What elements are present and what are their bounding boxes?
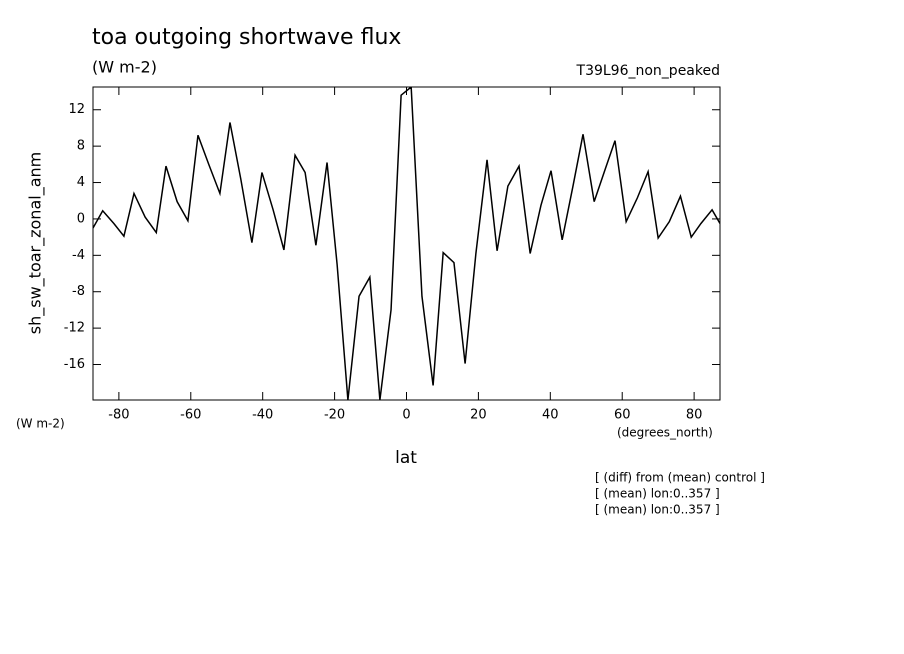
- y-tick-label: 12: [68, 102, 85, 117]
- y-tick-label: -4: [72, 248, 85, 263]
- y-axis-label: sh_sw_toar_zonal_anm: [26, 152, 46, 334]
- y-tick-label: -16: [64, 357, 85, 372]
- x-axis-label: lat: [395, 448, 417, 468]
- annotation: [ (diff) from (mean) control ]: [595, 471, 765, 485]
- y-tick-label: 0: [77, 211, 85, 226]
- chart-title: toa outgoing shortwave flux: [92, 25, 401, 50]
- annotation: [ (mean) lon:0..357 ]: [595, 503, 720, 517]
- x-tick-label: 40: [542, 408, 559, 423]
- y-units: (W m-2): [16, 417, 65, 431]
- y-tick-label: -8: [72, 284, 85, 299]
- y-tick-label: 4: [77, 175, 85, 190]
- x-tick-label: -40: [252, 408, 273, 423]
- x-units: (degrees_north): [617, 426, 713, 440]
- x-tick-label: 80: [686, 408, 703, 423]
- x-tick-label: -60: [180, 408, 201, 423]
- x-tick-label: -20: [324, 408, 345, 423]
- x-tick-label: -80: [108, 408, 129, 423]
- data-line: [93, 87, 720, 400]
- x-tick-label: 60: [614, 408, 631, 423]
- y-tick-label: -12: [64, 321, 85, 336]
- dataset-label: T39L96_non_peaked: [576, 63, 720, 79]
- x-tick-label: 0: [402, 408, 410, 423]
- x-tick-label: 20: [470, 408, 487, 423]
- plot-frame: [92, 86, 721, 401]
- y-tick-label: 8: [77, 139, 85, 154]
- annotation: [ (mean) lon:0..357 ]: [595, 487, 720, 501]
- subtitle: (W m-2): [92, 58, 157, 77]
